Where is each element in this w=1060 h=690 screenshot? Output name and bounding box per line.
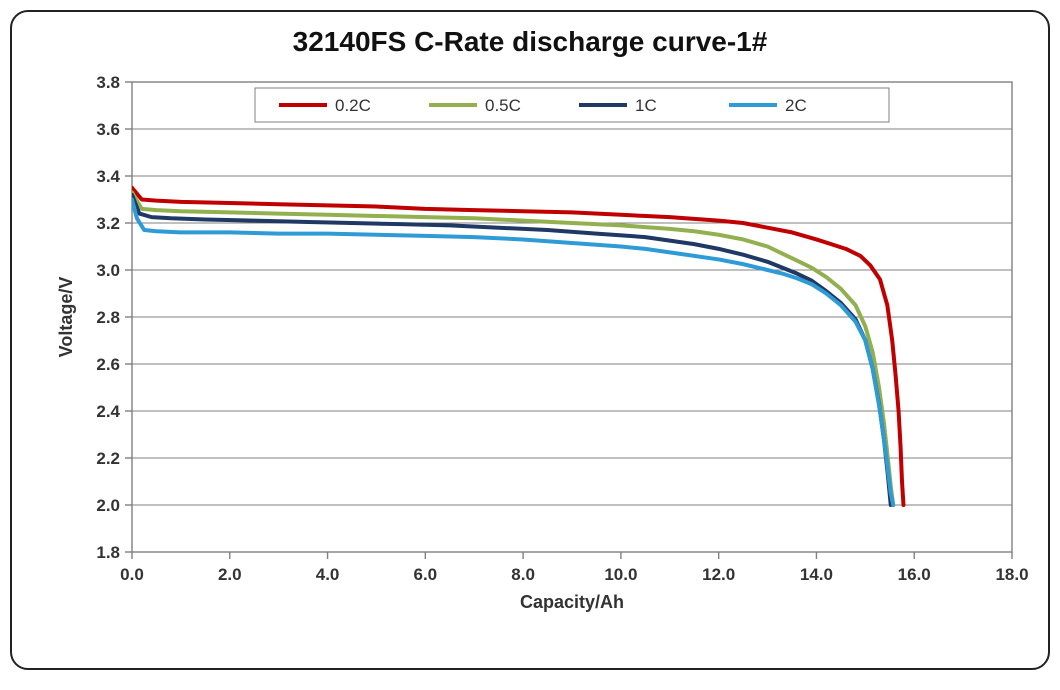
x-axis-label: Capacity/Ah: [520, 592, 624, 612]
chart-svg: 0.0 2.0 4.0 6.0 8.0 10.0 12.0 14.0 16.0 18.0 1.8 2.…: [42, 72, 1032, 662]
y-tick-label: 3.6: [96, 120, 120, 139]
x-tick-label: 4.0: [316, 565, 340, 584]
legend-label-1C: 1C: [635, 96, 657, 115]
y-tick-label: 3.4: [96, 167, 120, 186]
x-tick-label: 2.0: [218, 565, 242, 584]
y-tick-label: 2.4: [96, 402, 120, 421]
y-tick-label: 3.0: [96, 261, 120, 280]
x-tick-label: 14.0: [800, 565, 833, 584]
y-tick-label: 3.8: [96, 73, 120, 92]
legend-label-0.5C: 0.5C: [485, 96, 521, 115]
x-tick-label: 10.0: [604, 565, 637, 584]
chart-frame: 32140FS C-Rate discharge curve-1# 0.0 2.0…: [10, 10, 1050, 670]
x-tick-label: 8.0: [511, 565, 535, 584]
x-tick-label: 0.0: [120, 565, 144, 584]
x-tick-label: 12.0: [702, 565, 735, 584]
y-tick-label: 3.2: [96, 214, 120, 233]
y-tick-label: 2.0: [96, 496, 120, 515]
chart-title: 32140FS C-Rate discharge curve-1#: [12, 26, 1048, 58]
y-tick-label: 2.2: [96, 449, 120, 468]
y-tick-label: 1.8: [96, 543, 120, 562]
y-tick-label: 2.8: [96, 308, 120, 327]
legend-label-0.2C: 0.2C: [335, 96, 371, 115]
y-tick-label: 2.6: [96, 355, 120, 374]
x-tick-label: 18.0: [995, 565, 1028, 584]
y-axis-label: Voltage/V: [56, 277, 76, 358]
x-tick-label: 6.0: [414, 565, 438, 584]
legend-label-2C: 2C: [785, 96, 807, 115]
x-tick-label: 16.0: [898, 565, 931, 584]
